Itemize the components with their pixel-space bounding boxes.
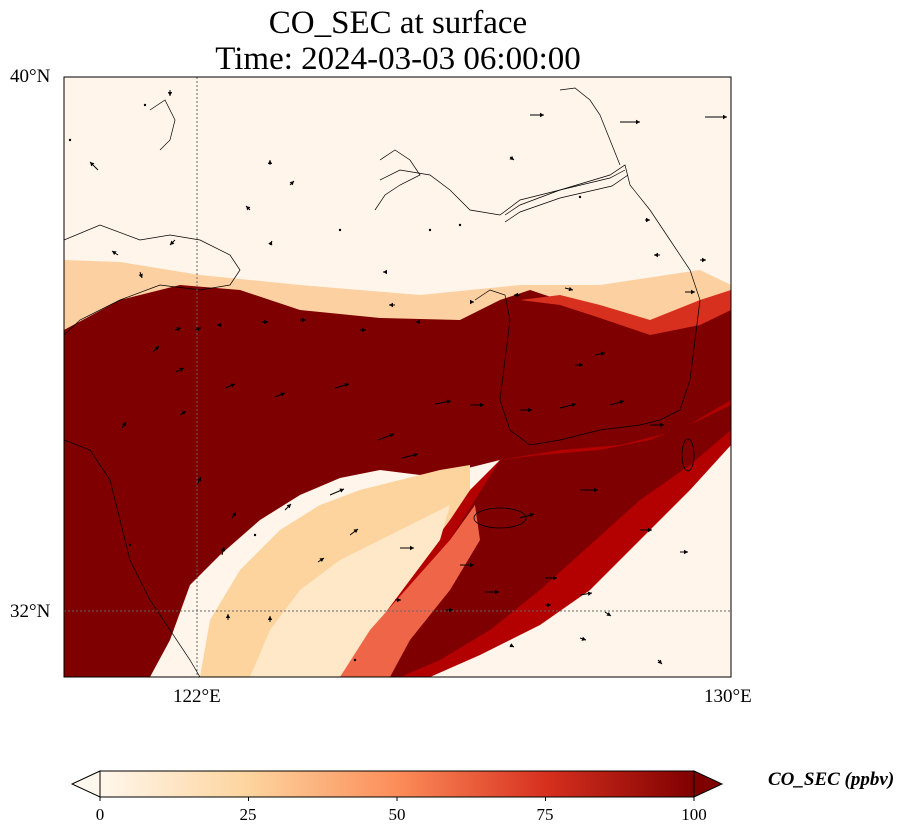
- colorbar-tick: 50: [388, 805, 406, 824]
- wind-vector-head: [302, 317, 306, 323]
- wind-vector-head: [319, 558, 324, 563]
- wind-vector-head: [397, 597, 401, 603]
- wind-vector: [578, 195, 582, 199]
- lon-label-122e: 122°E: [173, 686, 221, 707]
- wind-vector-head: [495, 589, 499, 595]
- wind-vector-head: [225, 614, 231, 618]
- wind-vector-head: [691, 289, 695, 295]
- map-field: [64, 77, 731, 677]
- wind-vector-head: [619, 399, 624, 405]
- wind-vector-head: [657, 659, 662, 664]
- wind-vector-head: [112, 251, 117, 256]
- colorbar-extend-min: [70, 770, 101, 798]
- wind-vector-head: [264, 319, 268, 325]
- colorbar-tick: 100: [681, 805, 707, 824]
- wind-vector-head: [571, 402, 576, 408]
- wind-vector-head: [383, 269, 387, 275]
- wind-vector-head: [389, 302, 393, 308]
- wind-vector-head: [231, 512, 236, 517]
- colorbar-label: CO_SEC (ppbv): [768, 769, 895, 790]
- wind-vector-head: [509, 643, 514, 648]
- wind-vector-head: [470, 299, 474, 305]
- colorbar-tick: 25: [239, 805, 257, 824]
- wind-vector-head: [138, 273, 143, 278]
- map-title-line2: Time: 2024-03-03 06:00:00: [215, 41, 581, 77]
- colorbar-tick: 75: [536, 805, 554, 824]
- wind-vector-head: [181, 411, 186, 416]
- wind-vectors: [68, 90, 727, 665]
- wind-vector-head: [121, 422, 126, 427]
- wind-vector-head: [646, 217, 650, 223]
- colorbar-extend-max: [693, 770, 724, 798]
- wind-vector-head: [289, 181, 294, 186]
- wind-vector-head: [449, 607, 453, 613]
- wind-vector-head: [702, 257, 706, 263]
- wind-vector-head: [154, 346, 159, 351]
- wind-vector-head: [176, 327, 181, 332]
- wind-vector: [128, 543, 132, 547]
- wind-vector-head: [179, 367, 184, 372]
- wind-vector-head: [547, 602, 551, 608]
- wind-vector-head: [196, 327, 201, 332]
- lon-label-130e: 130°E: [704, 686, 752, 707]
- wind-vector: [68, 138, 72, 142]
- wind-vector-head: [413, 452, 418, 458]
- wind-vector: [353, 658, 357, 662]
- wind-vector-head: [267, 616, 273, 620]
- map-frame: [63, 76, 732, 678]
- wind-vector-head: [362, 327, 366, 333]
- wind-vector-head: [167, 92, 173, 96]
- wind-vector-head: [170, 240, 175, 245]
- wind-vector-head: [600, 351, 605, 356]
- wind-vector-head: [723, 114, 727, 120]
- colorbar-tick: 0: [95, 805, 105, 824]
- colorbar: [70, 770, 724, 801]
- wind-vector-head: [540, 112, 544, 118]
- wind-vector: [338, 228, 342, 232]
- wind-vector-head: [509, 155, 514, 160]
- wind-vector-head: [553, 575, 557, 581]
- wind-vector-head: [581, 636, 586, 641]
- wind-vector: [428, 228, 432, 232]
- wind-vector-head: [446, 399, 451, 404]
- wind-vector-head: [606, 611, 611, 616]
- wind-vector: [143, 103, 147, 107]
- wind-vector-head: [636, 119, 640, 125]
- wind-vector-head: [514, 292, 518, 298]
- wind-vector-head: [280, 392, 285, 397]
- wind-vector-head: [594, 487, 598, 493]
- wind-vector-head: [220, 547, 226, 552]
- lat-label-32n: 32°N: [10, 601, 51, 622]
- wind-vector-head: [529, 512, 534, 518]
- wind-vector-head: [528, 407, 532, 413]
- wind-vector-head: [648, 527, 652, 533]
- wind-vector-head: [197, 477, 202, 482]
- wind-vector-head: [410, 545, 414, 551]
- wind-vector-head: [217, 322, 221, 328]
- wind-vector-head: [90, 162, 95, 167]
- wind-vector: [253, 533, 257, 537]
- wind-vector-head: [268, 241, 273, 246]
- wind-vector-head: [579, 362, 583, 368]
- wind-vector-head: [568, 286, 573, 292]
- lat-label-40n: 40°N: [10, 66, 51, 87]
- wind-vector-head: [684, 549, 688, 555]
- wind-vector-head: [353, 529, 358, 534]
- wind-vector-head: [416, 319, 420, 325]
- wind-vector-head: [339, 488, 344, 493]
- wind-vector-head: [660, 422, 664, 428]
- wind-vector-head: [267, 160, 273, 164]
- wind-vector: [458, 223, 462, 227]
- wind-vector-head: [654, 252, 658, 258]
- wind-vector-head: [286, 504, 291, 509]
- wind-vector-head: [480, 402, 484, 408]
- wind-vector-head: [246, 206, 251, 211]
- wind-vector-head: [470, 562, 474, 568]
- wind-vector-head: [389, 433, 394, 438]
- wind-vector-head: [587, 591, 592, 596]
- wind-vector-head: [230, 383, 235, 388]
- map-title-line1: CO_SEC at surface: [268, 5, 528, 41]
- wind-vector-head: [344, 382, 349, 388]
